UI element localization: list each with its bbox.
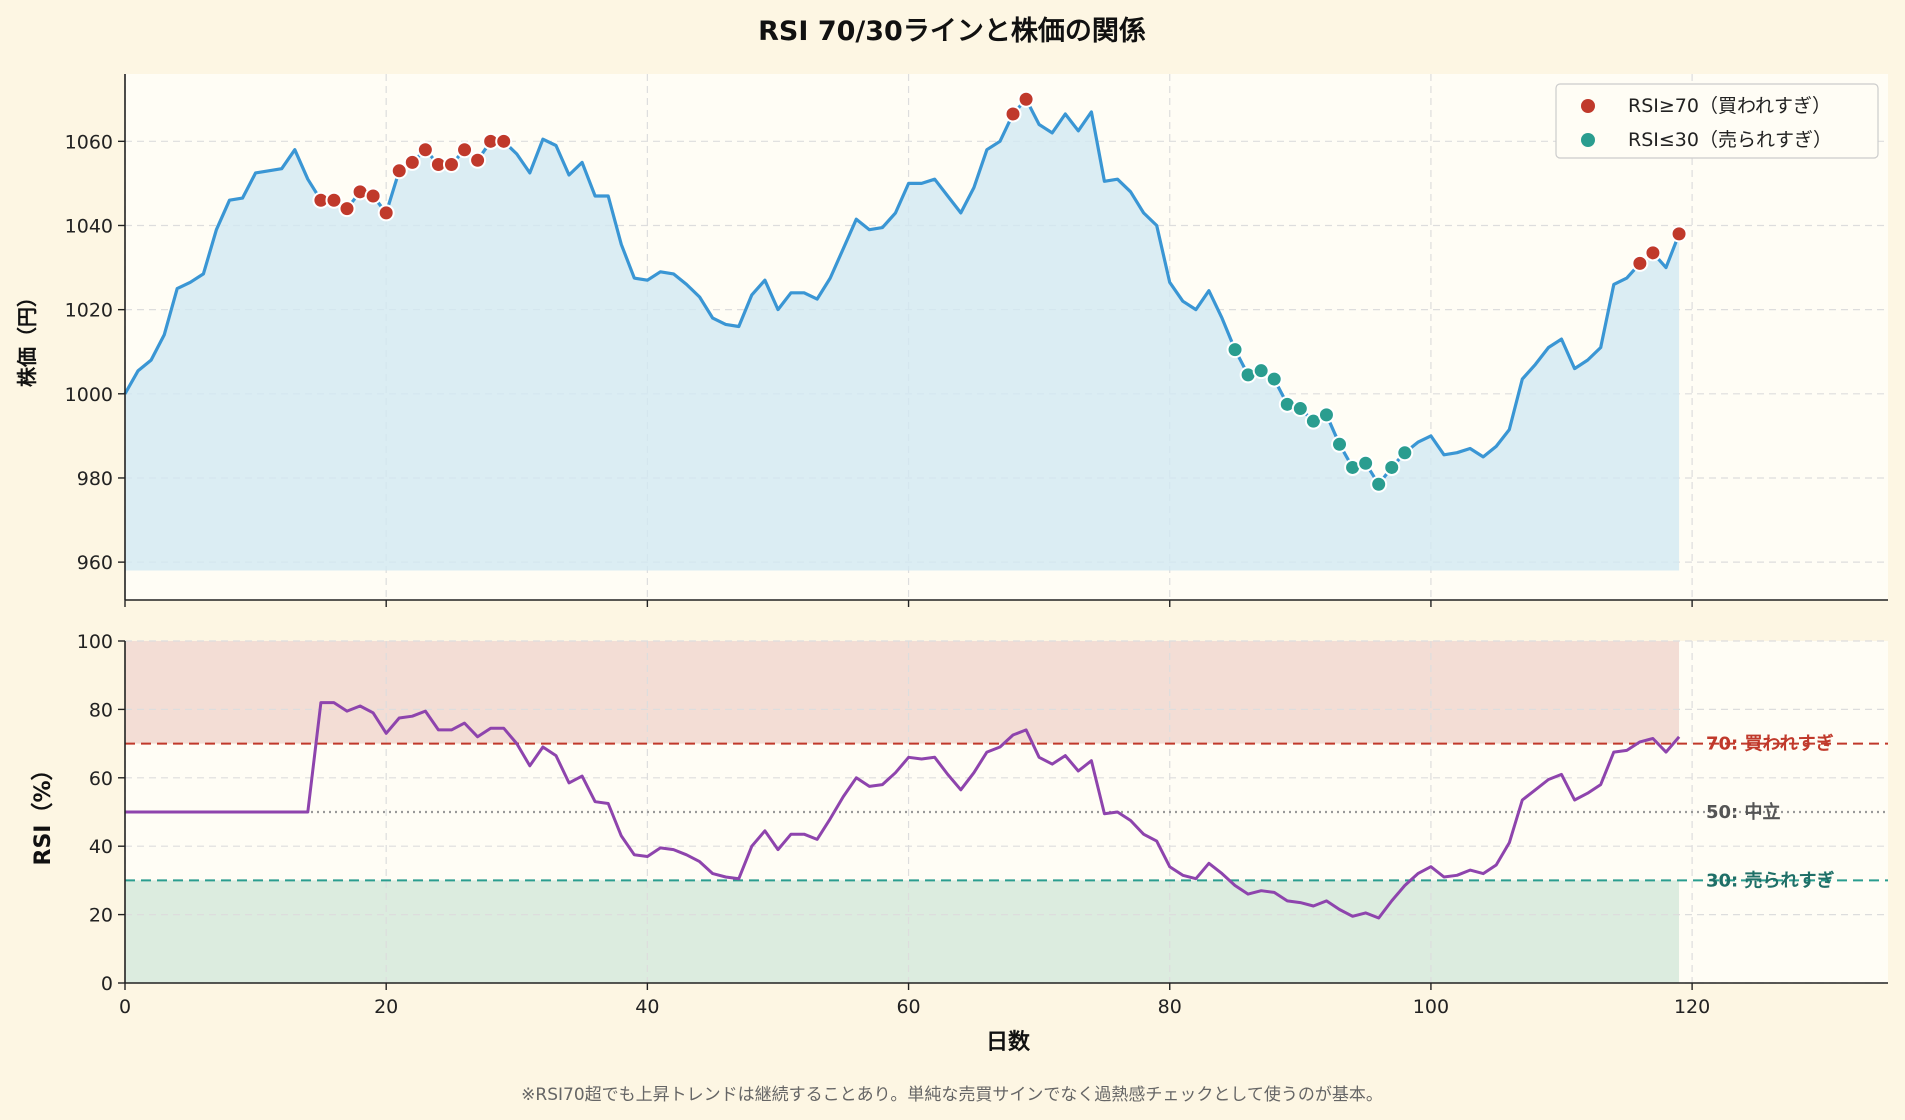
- oversold-marker: [1357, 454, 1375, 472]
- oversold-marker: [1370, 475, 1388, 493]
- x-axis-label: 日数: [986, 1029, 1031, 1055]
- price-y-tick-label: 1000: [65, 384, 113, 406]
- rsi-line: [125, 701, 1681, 920]
- legend-oversold-label: RSI≤30（売られすぎ）: [1628, 129, 1832, 151]
- overbought-marker: [1644, 244, 1662, 262]
- price-y-tick-label: 960: [77, 552, 113, 574]
- overbought-marker: [442, 155, 460, 173]
- price-axes: [124, 74, 1888, 607]
- x-tick-label: 60: [896, 996, 920, 1018]
- price-y-tick-label: 1040: [65, 215, 113, 237]
- rsi-axes: [124, 641, 1888, 984]
- overbought-markers: [312, 90, 1688, 272]
- price-y-axis-label: 株価（円）: [15, 287, 39, 387]
- legend-box: [1555, 83, 1879, 159]
- oversold-marker: [1383, 458, 1401, 476]
- oversold-marker: [1265, 370, 1283, 388]
- oversold-marker: [1252, 362, 1270, 380]
- rsi-y-tick-label: 20: [89, 905, 113, 927]
- legend-overbought-label: RSI≥70（買われすぎ）: [1628, 95, 1831, 117]
- overbought-marker: [1670, 225, 1688, 243]
- overbought-marker: [1017, 90, 1035, 108]
- price-panel: 960 980 1000 1020 1040 1060 株価（円） RSI≥70（買われす…: [15, 74, 1888, 607]
- overbought-marker: [456, 141, 474, 159]
- legend-overbought-marker: [1581, 99, 1595, 113]
- overbought-marker: [1631, 254, 1649, 272]
- legend-oversold-marker: [1581, 133, 1595, 147]
- price-y-ticks: 960 980 1000 1020 1040 1060: [65, 131, 125, 574]
- overbought-marker: [469, 151, 487, 169]
- rsi-y-ticks: 0 20 40 60 80 100: [77, 631, 125, 995]
- overbought-reference-label: 70: 買われすぎ: [1706, 733, 1834, 755]
- rsi-y-tick-label: 80: [89, 699, 113, 721]
- overbought-marker: [1004, 105, 1022, 123]
- x-tick-label: 40: [635, 996, 659, 1018]
- x-tick-label: 0: [119, 996, 131, 1018]
- rsi-y-axis-label: RSI（%）: [31, 758, 56, 865]
- overbought-marker: [495, 132, 513, 150]
- rsi-y-tick-label: 60: [89, 768, 113, 790]
- overbought-marker: [403, 153, 421, 171]
- oversold-marker: [1331, 435, 1349, 453]
- neutral-reference-label: 50: 中立: [1706, 801, 1781, 823]
- oversold-markers: [1226, 341, 1414, 493]
- rsi-panel: 70: 買われすぎ 50: 中立 30: 売られすぎ 0 20 40 60 80 100 0 2…: [31, 631, 1888, 1055]
- x-tick-label: 80: [1158, 996, 1182, 1018]
- rsi-x-ticks: 0 20 40 60 80 100 120: [119, 983, 1710, 1018]
- oversold-marker: [1226, 341, 1244, 359]
- price-y-tick-label: 1020: [65, 300, 113, 322]
- overbought-zone: [125, 641, 1680, 744]
- overbought-marker: [325, 191, 343, 209]
- overbought-marker: [390, 162, 408, 180]
- oversold-marker: [1396, 444, 1414, 462]
- oversold-reference-label: 30: 売られすぎ: [1706, 869, 1835, 891]
- overbought-marker: [338, 200, 356, 218]
- overbought-marker: [416, 141, 434, 159]
- legend: RSI≥70（買われすぎ） RSI≤30（売られすぎ）: [1555, 83, 1879, 159]
- oversold-marker: [1291, 400, 1309, 418]
- price-y-tick-label: 980: [77, 468, 113, 490]
- x-tick-label: 120: [1674, 996, 1710, 1018]
- oversold-marker: [1317, 406, 1335, 424]
- rsi-y-tick-label: 0: [101, 973, 113, 995]
- chart-title: RSI 70/30ラインと株価の関係: [758, 16, 1146, 47]
- oversold-zone: [125, 880, 1680, 983]
- price-y-tick-label: 1060: [65, 131, 113, 153]
- x-tick-label: 100: [1413, 996, 1449, 1018]
- overbought-marker: [377, 204, 395, 222]
- x-tick-label: 20: [374, 996, 398, 1018]
- rsi-y-tick-label: 40: [89, 836, 113, 858]
- footnote: ※RSI70超でも上昇トレンドは継続することあり。単純な売買サインでなく過熱感チ…: [521, 1084, 1383, 1105]
- rsi-reference-lines: 70: 買われすぎ 50: 中立 30: 売られすぎ: [125, 733, 1888, 891]
- price-area-fill: [125, 99, 1680, 571]
- overbought-marker: [364, 187, 382, 205]
- rsi-y-tick-label: 100: [77, 631, 113, 653]
